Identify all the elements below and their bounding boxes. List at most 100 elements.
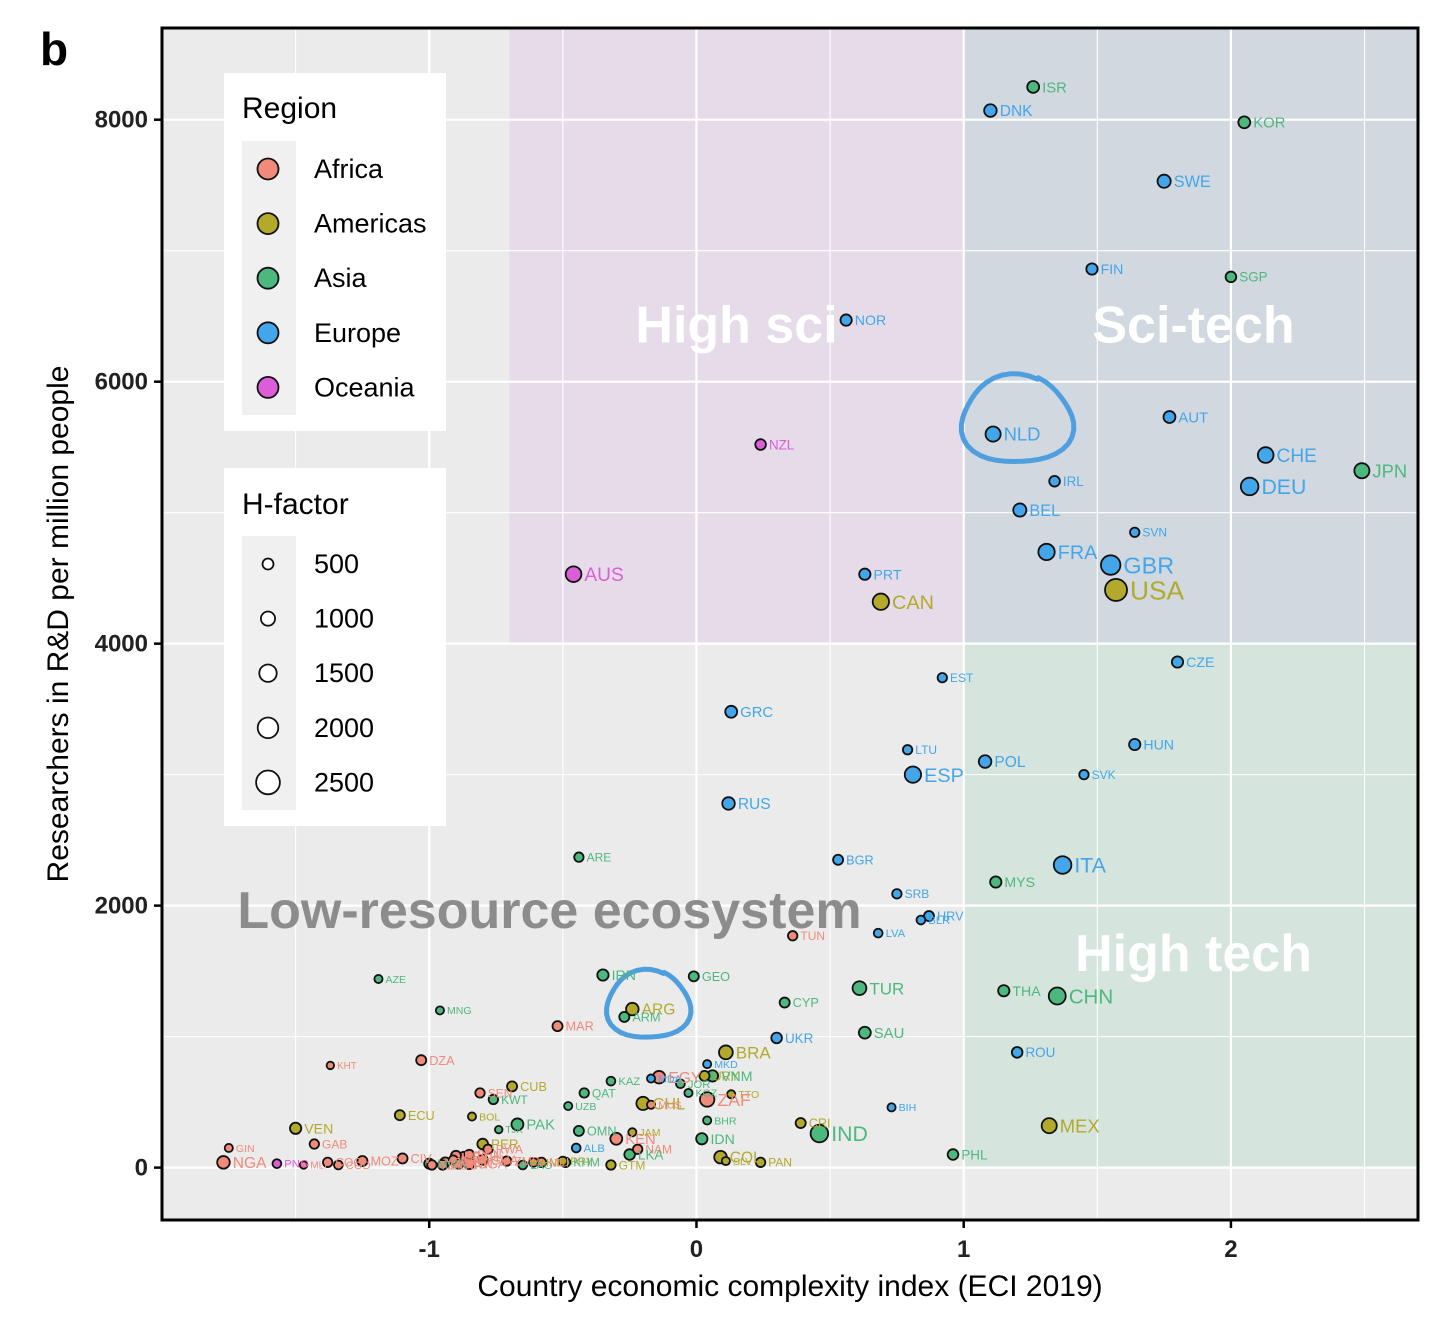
point-label-aze: AZE — [386, 974, 407, 986]
point-ken — [609, 1131, 624, 1146]
point-label-col: COL — [730, 1150, 762, 1167]
point-gab — [308, 1138, 320, 1150]
point-rus — [721, 796, 736, 811]
point-mli — [298, 1160, 309, 1170]
point-label-bhr: BHR — [714, 1115, 737, 1127]
point-moz — [356, 1155, 369, 1167]
point-label-blr: BLR — [928, 915, 950, 927]
point-label-lva: LVA — [886, 928, 906, 940]
point-png — [271, 1158, 283, 1169]
point-label-idn: IDN — [710, 1131, 734, 1147]
point-fin — [1085, 262, 1099, 276]
point-hun — [1128, 737, 1142, 752]
point-label-are: ARE — [587, 850, 612, 864]
legend-region-swatch-asia — [256, 266, 280, 290]
point-kht — [325, 1060, 336, 1071]
x-tick-label: 0 — [690, 1236, 703, 1263]
point-omn — [572, 1125, 585, 1137]
point-label-nga: NGA — [233, 1155, 267, 1172]
legend-region-label-europe: Europe — [314, 318, 401, 348]
point-prt — [858, 567, 872, 581]
point-label-cod: COD — [346, 1160, 371, 1172]
point-label-fin: FIN — [1101, 261, 1124, 277]
point-label-prt: PRT — [873, 566, 901, 582]
point-label-mys: MYS — [1004, 874, 1035, 890]
y-tick-label: 8000 — [95, 107, 148, 134]
point-label-nor: NOR — [855, 312, 886, 328]
point-irn — [596, 968, 610, 982]
point-bra — [718, 1044, 734, 1061]
point-label-jpn: JPN — [1372, 460, 1407, 481]
point-lva — [872, 927, 884, 939]
point-label-uzb: UZB — [575, 1101, 596, 1113]
region-rect-0 — [509, 28, 964, 644]
point-label-per: PER — [491, 1137, 519, 1152]
point-mng — [434, 1005, 445, 1016]
point-label-omn: OMN — [587, 1124, 617, 1139]
point-label-rwa: RWA — [496, 1143, 523, 1157]
point-mar — [551, 1020, 564, 1033]
point-cze — [1170, 655, 1185, 669]
point-label-cze: CZE — [1186, 654, 1214, 670]
point-nor — [839, 313, 853, 327]
point-uzb — [563, 1101, 574, 1112]
point-kwt — [487, 1093, 499, 1106]
point-gbr — [1100, 554, 1122, 576]
point-sen — [474, 1087, 486, 1099]
panel-label: b — [40, 23, 69, 75]
point-bel — [1012, 502, 1028, 518]
point-label-khm: KHM — [573, 1156, 600, 1170]
point-rwa — [482, 1143, 494, 1155]
region-label-0: High sci — [635, 296, 837, 354]
point-tun — [787, 930, 799, 942]
point-labels: ISR DNK KOR SWE FIN SGP NOR AUT NLD NZL CHE JPN IRL D… — [233, 80, 1407, 1172]
point-label-cog: COG — [335, 1156, 362, 1170]
axes: -1 0 1 2 0 2000 4000 6000 8000 Country economic c… — [42, 26, 1420, 1303]
point-dza — [415, 1054, 428, 1067]
point-tgo — [447, 1154, 459, 1166]
point-label-est: EST — [950, 671, 974, 685]
point-label-pak: PAK — [526, 1118, 555, 1134]
point-svn — [1129, 526, 1141, 538]
point-label-tha: THA — [1012, 983, 1041, 999]
point-bih — [886, 1102, 897, 1113]
legend-hfactor-label-3: 2000 — [314, 713, 374, 743]
point-gha — [476, 1153, 489, 1166]
point-est — [936, 672, 948, 684]
region-label-3: Low-resource ecosystem — [237, 882, 861, 940]
point-label-bih: BIH — [899, 1102, 917, 1114]
point-aut — [1162, 410, 1177, 424]
point-idn — [695, 1132, 709, 1146]
point-label-jor: JOR — [688, 1079, 711, 1091]
point-label-geo: GEO — [702, 969, 730, 984]
point-nga — [216, 1155, 231, 1170]
point-che — [1256, 446, 1275, 464]
point-jpn — [1353, 462, 1371, 480]
point-alb — [570, 1142, 582, 1154]
point-label-ken: KEN — [625, 1132, 656, 1148]
point-label-svk: SVK — [1092, 768, 1116, 782]
point-irl — [1048, 474, 1061, 488]
region-labels: High sci Sci-tech High tech Low-resource ec… — [237, 296, 1312, 983]
point-lao — [517, 1159, 529, 1171]
point-cub — [506, 1080, 518, 1093]
point-label-ita: ITA — [1074, 854, 1106, 878]
point-label-mdg: MDG — [450, 1158, 478, 1172]
legend-region-swatch-oceania — [256, 375, 280, 399]
point-aze — [373, 974, 384, 984]
point-label-tza: TZA — [440, 1158, 463, 1172]
point-label-gin: GIN — [236, 1143, 255, 1155]
point-tza — [426, 1159, 438, 1171]
legend-region-title: Region — [242, 92, 337, 125]
point-cri — [794, 1117, 807, 1129]
y-tick-label: 0 — [135, 1155, 148, 1182]
point-ven — [289, 1121, 303, 1135]
point-qat — [578, 1087, 590, 1099]
point-jam — [627, 1127, 638, 1138]
legend-region-label-asia: Asia — [314, 263, 368, 293]
point-arg — [625, 1001, 640, 1017]
legend-hfactor-swatch-4 — [255, 769, 281, 796]
point-mdg — [436, 1159, 449, 1171]
point-label-vnm: VNM — [721, 1068, 752, 1084]
point-label-pan: PAN — [768, 1156, 792, 1170]
